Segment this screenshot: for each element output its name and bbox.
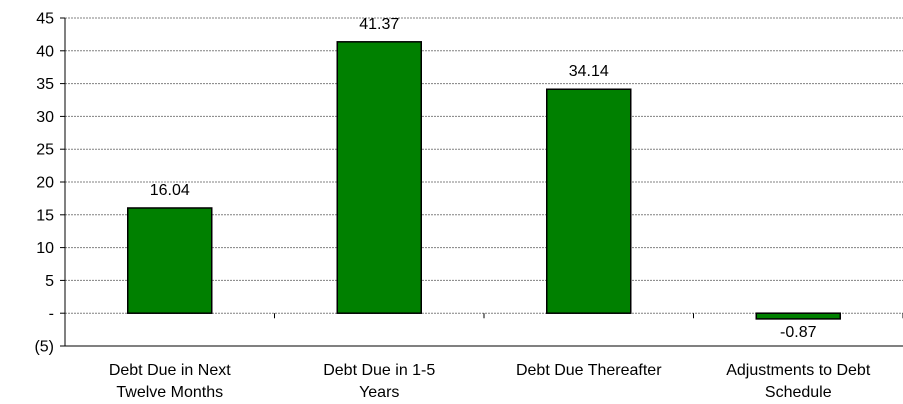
bar	[336, 41, 422, 314]
data-label: 16.04	[150, 182, 190, 199]
bar	[755, 312, 841, 320]
y-axis-ticks: (5) - 5 10 15 20 25 30 35 40 45	[34, 11, 65, 356]
bars	[127, 41, 841, 320]
y-tick-label: 40	[36, 43, 54, 60]
data-label: 34.14	[569, 63, 609, 80]
x-tick-label: Debt Due in 1-5 Years	[323, 362, 435, 401]
y-tick-label: 45	[36, 11, 54, 28]
y-tick-label: 20	[36, 175, 54, 192]
x-tick-label: Debt Due Thereafter	[516, 362, 662, 379]
y-tick-label: 15	[36, 207, 54, 224]
y-tick-label: 35	[36, 76, 54, 93]
y-tick-label: 10	[36, 240, 54, 257]
y-tick-label: -	[49, 306, 54, 323]
y-tick-label: 30	[36, 109, 54, 126]
data-labels: 16.04 41.37 34.14 -0.87	[150, 16, 817, 341]
bar	[127, 207, 213, 314]
x-tick-label: Debt Due in Next Twelve Months	[109, 362, 231, 401]
y-tick-label: (5)	[34, 339, 54, 356]
x-axis-ticks: Debt Due in Next Twelve Months Debt Due in…	[109, 362, 871, 401]
data-label: -0.87	[780, 324, 817, 341]
x-tick-label: Adjustments to Debt Schedule	[726, 362, 871, 401]
data-label: 41.37	[359, 16, 399, 33]
bar	[546, 88, 632, 314]
y-tick-label: 25	[36, 142, 54, 159]
y-tick-label: 5	[45, 273, 54, 290]
